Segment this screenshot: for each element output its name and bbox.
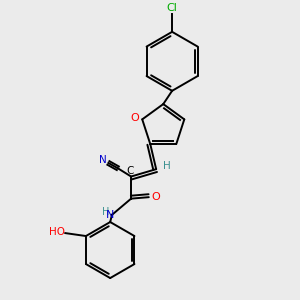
Text: O: O (151, 192, 160, 202)
Text: H: H (164, 161, 171, 171)
Text: C: C (126, 166, 133, 176)
Text: N: N (99, 155, 107, 165)
Text: N: N (106, 210, 114, 220)
Text: O: O (130, 113, 139, 123)
Text: Cl: Cl (167, 3, 178, 13)
Text: H: H (102, 208, 109, 218)
Text: HO: HO (49, 227, 65, 238)
